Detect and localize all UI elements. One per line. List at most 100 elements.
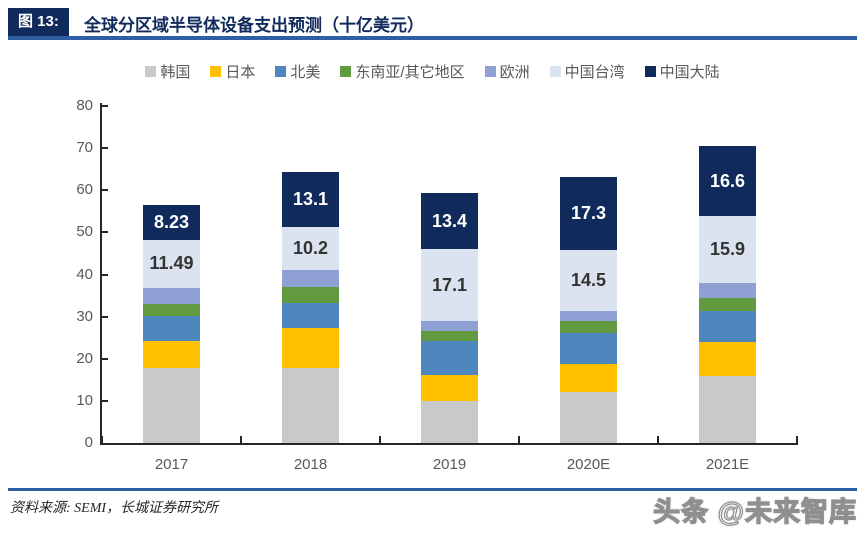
figure-title: 全球分区域半导体设备支出预测（十亿美元）	[84, 16, 424, 35]
y-axis-tick	[102, 315, 108, 318]
bar-segment	[699, 282, 756, 299]
bar-segment	[421, 321, 478, 331]
figure-number-badge: 图 13:	[8, 8, 69, 36]
bar-2019: 17.1 13.4	[421, 192, 478, 443]
y-axis-label: 40	[76, 265, 93, 283]
y-axis-tick	[102, 231, 108, 234]
y-axis-tick	[102, 189, 108, 192]
bar-segment	[143, 303, 200, 316]
legend-item: 中国大陆	[644, 61, 720, 82]
bar-segment	[421, 374, 478, 402]
y-axis-label: 80	[76, 97, 93, 114]
bar-segment	[699, 310, 756, 342]
legend-swatch-icon	[484, 66, 496, 77]
header-rule	[8, 36, 857, 40]
bar-2017: 11.49 8.23	[143, 204, 200, 443]
bar-segment	[421, 341, 478, 375]
bar-segment-labeled: 16.6	[699, 146, 756, 216]
bar-segment	[143, 315, 200, 341]
y-axis-tick	[102, 273, 108, 276]
bar-segment-labeled: 15.9	[699, 215, 756, 283]
bar-segment	[143, 368, 200, 443]
bar-segment	[282, 303, 339, 329]
bar-2018: 10.2 13.1	[282, 172, 339, 443]
bar-segment	[421, 401, 478, 443]
legend-swatch-icon	[340, 66, 352, 77]
y-axis-tick	[102, 399, 108, 402]
bar-segment-labeled: 10.2	[282, 227, 339, 271]
legend-item: 北美	[275, 61, 320, 82]
bar-segment	[560, 321, 617, 334]
y-axis-label: 70	[76, 139, 93, 157]
y-axis-line	[100, 103, 102, 445]
bar-2021E: 15.9 16.6	[699, 146, 756, 443]
x-axis-label: 2020E	[566, 456, 611, 473]
y-axis-tick	[102, 147, 108, 150]
x-axis-label: 2018	[293, 456, 328, 473]
x-axis-tick	[796, 436, 798, 443]
legend-swatch-icon	[145, 66, 157, 77]
watermark: 头条 @未来智库	[653, 496, 857, 527]
legend-item: 日本	[210, 61, 255, 82]
bar-segment	[699, 298, 756, 311]
x-axis-tick	[101, 436, 103, 443]
legend-label: 日本	[225, 64, 256, 81]
legend-swatch-icon	[275, 66, 287, 77]
bar-segment	[282, 270, 339, 287]
y-axis-label: 60	[76, 181, 93, 199]
bar-segment-labeled: 14.5	[560, 249, 617, 311]
legend-item: 东南亚/其它地区	[340, 61, 465, 82]
bar-segment	[560, 310, 617, 322]
bar-segment	[282, 328, 339, 369]
y-axis-label: 0	[84, 434, 93, 451]
bar-segment-labeled: 17.1	[421, 249, 478, 322]
bar-segment-labeled: 8.23	[143, 204, 200, 240]
legend-label: 韩国	[160, 64, 191, 81]
bar-segment	[421, 330, 478, 342]
legend-item: 韩国	[145, 61, 190, 82]
bar-segment	[699, 341, 756, 376]
legend-label: 中国台湾	[564, 64, 625, 81]
y-axis-label: 20	[76, 349, 93, 367]
x-axis-label: 2021E	[705, 456, 750, 473]
bar-segment	[560, 363, 617, 393]
legend-swatch-icon	[210, 66, 222, 77]
legend-label: 欧洲	[499, 64, 530, 81]
bar-segment	[699, 375, 756, 443]
legend-swatch-icon	[549, 66, 561, 77]
bar-2020E: 14.5 17.3	[560, 176, 617, 443]
y-axis-tick	[102, 105, 108, 107]
source-note: 资料来源: SEMI，长城证券研究所	[10, 501, 219, 516]
legend-label: 中国大陆	[659, 64, 720, 81]
x-axis-line	[100, 443, 798, 445]
x-axis-tick	[657, 436, 659, 443]
y-axis-label: 10	[76, 391, 93, 409]
legend-item: 欧洲	[484, 61, 530, 82]
chart-legend: 韩国 日本 北美 东南亚/其它地区 欧洲 中国台湾 中国大陆	[0, 61, 865, 82]
y-axis-label: 50	[76, 223, 93, 241]
bar-segment-labeled: 11.49	[143, 239, 200, 289]
bar-segment	[560, 392, 617, 443]
bar-segment-labeled: 13.4	[421, 192, 478, 250]
bar-segment	[143, 288, 200, 304]
bar-segment	[282, 286, 339, 304]
y-axis-label: 30	[76, 307, 93, 325]
bar-segment-labeled: 17.3	[560, 176, 617, 250]
bar-segment	[560, 333, 617, 364]
x-axis-tick	[240, 436, 242, 443]
legend-item: 中国台湾	[549, 61, 625, 82]
bar-segment	[143, 340, 200, 369]
x-axis-label: 2019	[432, 456, 467, 473]
legend-label: 北美	[290, 64, 321, 81]
y-axis-tick	[102, 357, 108, 360]
bar-segment-labeled: 13.1	[282, 172, 339, 228]
footer-rule	[8, 488, 857, 491]
x-axis-tick	[518, 436, 520, 443]
legend-swatch-icon	[644, 66, 656, 77]
x-axis-tick	[379, 436, 381, 443]
x-axis-label: 2017	[154, 456, 189, 473]
legend-label: 东南亚/其它地区	[355, 64, 465, 81]
bar-segment	[282, 368, 339, 443]
